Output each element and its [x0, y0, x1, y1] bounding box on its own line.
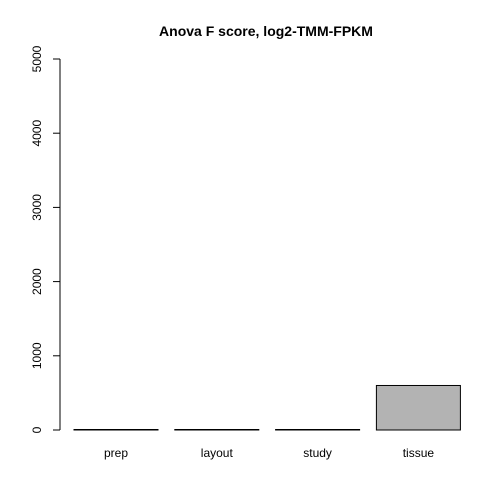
y-axis: 0 1000 2000 3000 4000 5000 [30, 45, 61, 433]
y-tick-label-0: 0 [30, 426, 44, 433]
x-axis-labels: prep layout study tissue [104, 446, 434, 460]
y-tick-label-4000: 4000 [30, 120, 44, 147]
y-tick-label-3000: 3000 [30, 194, 44, 221]
bar-study [275, 429, 361, 431]
y-tick-label-2000: 2000 [30, 268, 44, 295]
bar-layout [174, 429, 260, 431]
chart-title: Anova F score, log2-TMM-FPKM [159, 23, 373, 39]
x-tick-label-tissue: tissue [403, 446, 435, 460]
x-tick-label-study: study [303, 446, 332, 460]
y-tick-label-1000: 1000 [30, 342, 44, 369]
plot-area: prep layout study tissue 0 1000 2000 3000 4000 5… [30, 45, 461, 460]
x-tick-label-layout: layout [201, 446, 234, 460]
bar-prep [73, 429, 159, 431]
bar-tissue [375, 384, 461, 431]
bars-layer [73, 384, 461, 431]
x-tick-label-prep: prep [104, 446, 128, 460]
y-tick-label-5000: 5000 [30, 45, 44, 72]
